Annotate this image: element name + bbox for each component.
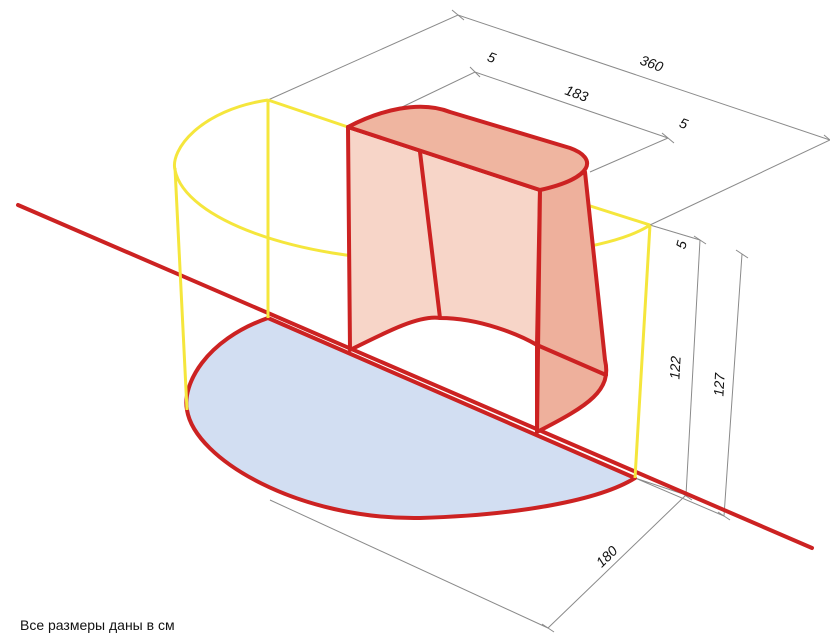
- note: Все размеры даны в см: [20, 617, 175, 633]
- crease: [184, 316, 637, 521]
- dimension-label: 180: [593, 542, 621, 570]
- dimension-label: 360: [638, 52, 666, 75]
- goal-top: [346, 104, 589, 192]
- dimension-label: 5: [672, 239, 690, 251]
- goal-side-net: [535, 170, 609, 434]
- goal-line: [16, 203, 814, 550]
- goal-post: [418, 150, 608, 434]
- dimension-label: 127: [710, 371, 727, 396]
- dimension-label: 5: [485, 48, 498, 66]
- dimension-label: 5: [677, 114, 690, 132]
- dimension-label: 122: [666, 355, 683, 379]
- dimension-lines: [267, 9, 830, 633]
- crease-frame: [172, 98, 652, 479]
- goal: [346, 104, 609, 434]
- dimension-tick: [451, 9, 830, 633]
- dimension-label: 183: [563, 82, 591, 105]
- crease-outline: [172, 98, 652, 479]
